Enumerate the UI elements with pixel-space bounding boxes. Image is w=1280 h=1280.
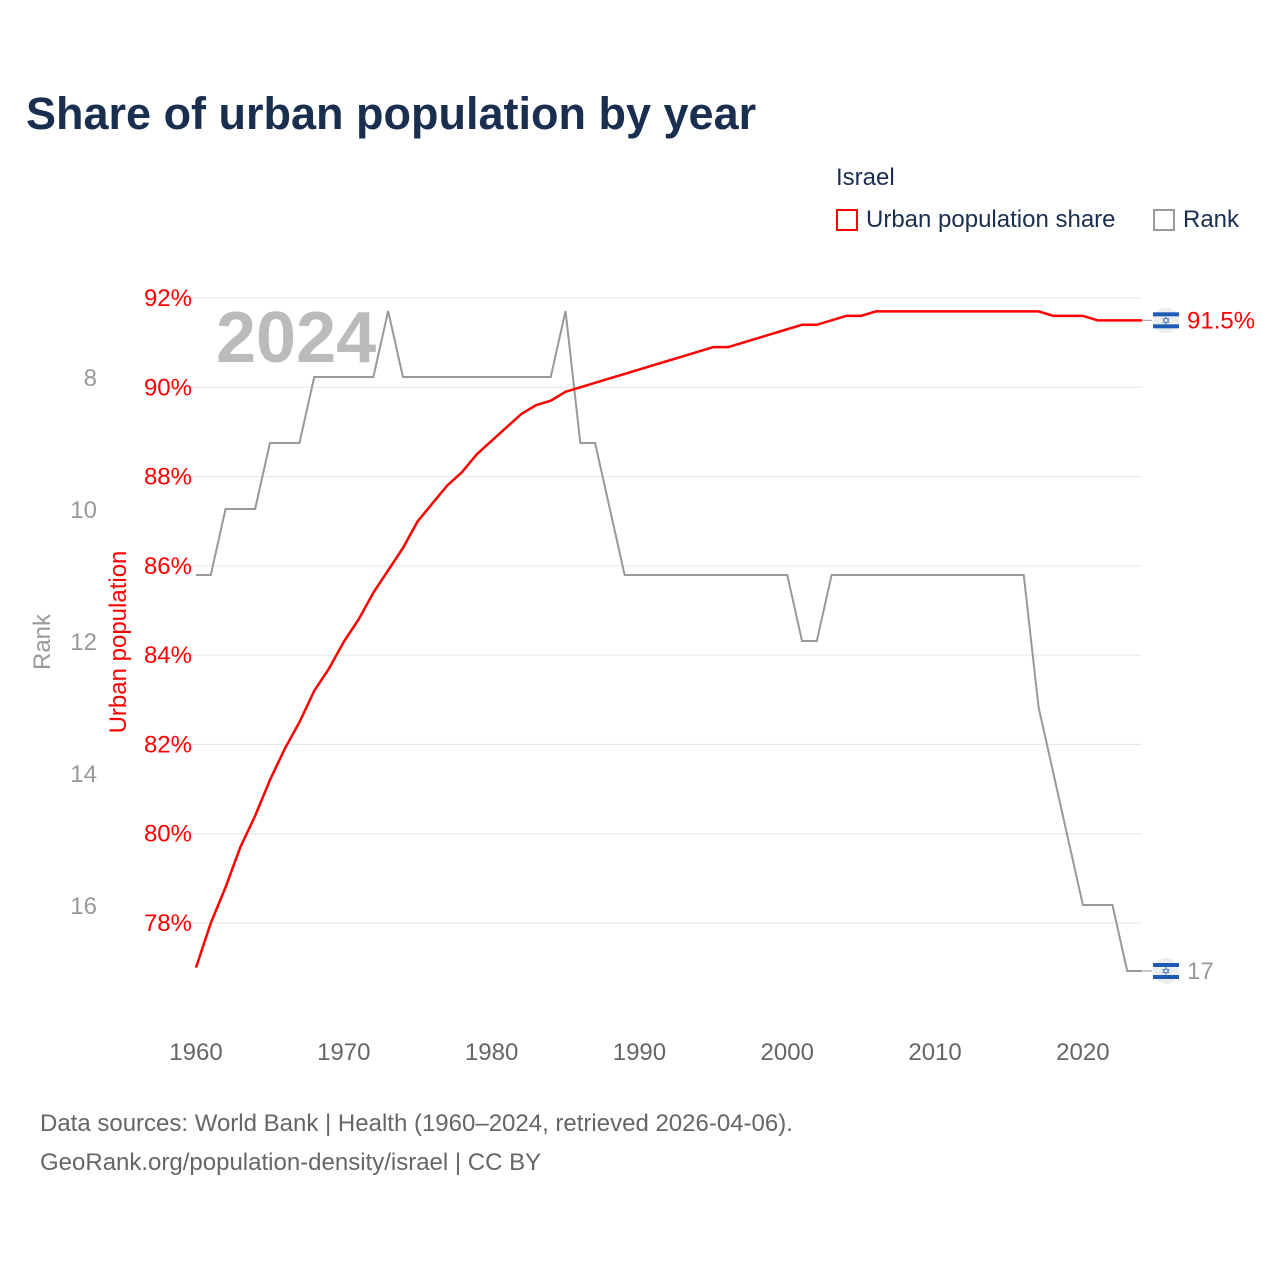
legend-item-urban[interactable]: Urban population share [836, 206, 1116, 234]
y-tick-left: 80% [144, 821, 192, 848]
flag-stripe [1153, 312, 1179, 317]
star-of-david-icon: ✡ [1161, 315, 1170, 327]
y-axis-label-left: Urban population [105, 551, 132, 734]
x-tick: 1980 [465, 1039, 518, 1066]
credit-link[interactable]: GeoRank.org/population-density/israel | … [40, 1149, 542, 1176]
x-tick: 1970 [317, 1039, 370, 1066]
legend-swatch-rank [1153, 209, 1175, 231]
legend-title: Israel [836, 164, 895, 191]
y-tick-left: 82% [144, 731, 192, 758]
legend-item-rank[interactable]: Rank [1153, 206, 1239, 234]
year-watermark: 2024 [216, 298, 376, 378]
israel-flag-icon: ✡ [1142, 958, 1179, 984]
end-label-rank: 17 [1187, 958, 1214, 985]
y-tick-left: 78% [144, 910, 192, 937]
urban-share-line [194, 310, 1142, 969]
y-tick-left: 92% [144, 285, 192, 312]
y-tick-rank: 16 [70, 893, 97, 920]
legend-swatch-urban [836, 209, 858, 231]
y-tick-left: 90% [144, 374, 192, 401]
y-axis-label-rank: Rank [29, 613, 56, 670]
x-tick: 1960 [169, 1039, 222, 1066]
star-of-david-icon: ✡ [1161, 966, 1170, 978]
legend-label-rank: Rank [1183, 206, 1240, 233]
y-tick-left: 88% [144, 464, 192, 491]
flag-stripe [1153, 963, 1179, 967]
x-tick: 2000 [761, 1039, 814, 1066]
end-label-urban: 91.5% [1187, 307, 1255, 334]
source-note: Data sources: World Bank | Health (1960–… [40, 1110, 793, 1137]
flag-stripe [1153, 324, 1179, 329]
x-tick: 2020 [1056, 1039, 1109, 1066]
flag-stripe [1153, 975, 1179, 979]
y-tick-rank: 14 [70, 761, 97, 788]
rank-line [196, 310, 1142, 972]
y-tick-rank: 8 [84, 365, 97, 392]
chart-title: Share of urban population by year [26, 88, 757, 139]
israel-flag-icon: ✡ [1142, 307, 1179, 334]
legend-label-urban: Urban population share [866, 206, 1116, 233]
x-tick: 1990 [613, 1039, 666, 1066]
y-tick-left: 84% [144, 642, 192, 669]
y-tick-rank: 12 [70, 629, 97, 656]
y-tick-rank: 10 [70, 497, 97, 524]
x-tick: 2010 [908, 1039, 961, 1066]
y-tick-left: 86% [144, 553, 192, 580]
